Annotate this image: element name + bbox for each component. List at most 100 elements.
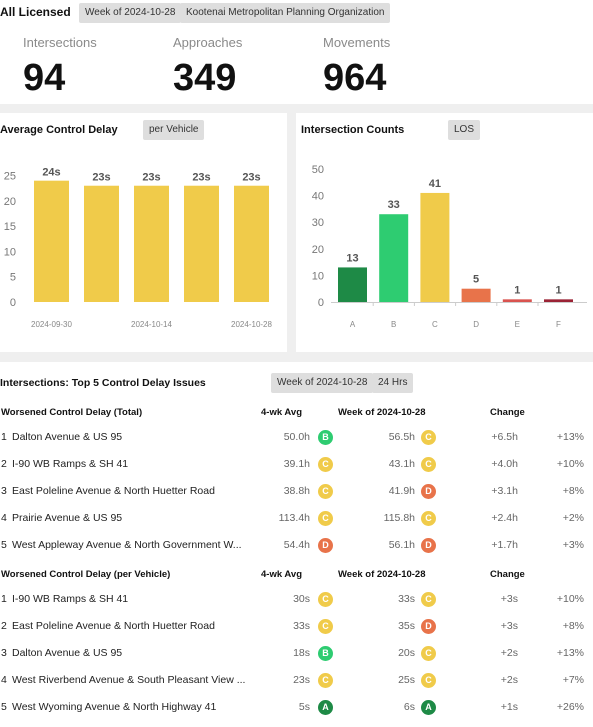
row-rank: 3 (1, 647, 7, 659)
los-grade-badge: D (318, 538, 333, 553)
table-header-cell: Worsened Control Delay (per Vehicle) (1, 569, 171, 580)
count-bar (338, 267, 367, 302)
kpi-movements-label: Movements (323, 35, 391, 50)
table-header-cell: Worsened Control Delay (Total) (1, 407, 143, 418)
row-change-value: +3s (500, 593, 518, 605)
row-avg-value: 30s (293, 593, 310, 605)
table-row[interactable]: 3 Dalton Avenue & US 95 18s 20s +2s +13% B C (0, 641, 593, 668)
row-rank: 5 (1, 539, 7, 551)
row-change-percent: +8% (562, 485, 584, 497)
table-row[interactable]: 1 Dalton Avenue & US 95 50.0h 56.5h +6.5h +13… (0, 425, 593, 452)
los-grade-badge: C (421, 511, 436, 526)
delay-chart-title: Average Control Delay (0, 124, 118, 136)
x-tick-label: D (473, 320, 479, 329)
row-week-value: 25s (398, 674, 415, 686)
delay-data-label: 23s (192, 172, 210, 184)
row-intersection-name: Dalton Avenue & US 95 (12, 647, 123, 659)
count-data-label: 1 (555, 284, 561, 296)
delay-bar (34, 180, 69, 302)
y-tick-label: 50 (312, 164, 324, 176)
table-row[interactable]: 4 Prairie Avenue & US 95 113.4h 115.8h +2.4h… (0, 506, 593, 533)
table-header-cell: Week of 2024-10-28 (338, 407, 426, 418)
row-week-value: 20s (398, 647, 415, 659)
row-week-value: 115.8h (383, 512, 415, 524)
row-change-percent: +10% (556, 458, 584, 470)
count-data-label: 5 (473, 274, 479, 286)
row-intersection-name: I-90 WB Ramps & SH 41 (12, 593, 129, 605)
x-tick-label: E (515, 320, 520, 329)
kpi-approaches-value: 349 (173, 57, 237, 99)
section-divider (0, 104, 593, 113)
table-row[interactable]: 5 West Wyoming Avenue & North Highway 41 5… (0, 695, 593, 722)
delay-bar (84, 185, 119, 302)
count-bar (502, 299, 532, 302)
week-filter-chip[interactable]: Week of 2024-10-28 (79, 3, 182, 23)
row-change-percent: +7% (562, 674, 584, 686)
top5-period-chip[interactable]: 24 Hrs (372, 373, 414, 393)
y-tick-label: 10 (4, 246, 16, 258)
row-change-percent: +2% (562, 512, 584, 524)
los-grade-badge: C (318, 511, 333, 526)
delay-bar (234, 185, 269, 302)
table-header-cell: Change (490, 569, 525, 580)
table-header-cell: Change (490, 407, 525, 418)
row-intersection-name: Dalton Avenue & US 95 (12, 431, 123, 443)
row-change-value: +2s (500, 647, 518, 659)
los-grade-badge: B (318, 430, 333, 445)
row-rank: 5 (1, 701, 7, 713)
table-row[interactable]: 3 East Poleline Avenue & North Huetter Ro… (0, 479, 593, 506)
row-week-value: 35s (398, 620, 415, 632)
los-chip[interactable]: LOS (448, 120, 481, 140)
count-data-label: 13 (346, 252, 358, 264)
row-rank: 2 (1, 620, 7, 632)
table-header-cell: Week of 2024-10-28 (338, 569, 426, 580)
row-avg-value: 5s (298, 701, 310, 713)
x-tick-label: C (432, 320, 438, 329)
los-grade-badge: C (421, 592, 436, 607)
count-bar (379, 214, 409, 302)
los-grade-badge: B (318, 646, 333, 661)
row-change-percent: +3% (562, 539, 584, 551)
row-change-value: +6.5h (491, 431, 518, 443)
kpi-intersections-label: Intersections (23, 35, 97, 50)
los-grade-badge: A (318, 700, 333, 715)
panel-divider (287, 113, 296, 353)
organization-filter-chip[interactable]: Kootenai Metropolitan Planning Organizat… (180, 3, 391, 23)
y-tick-label: 0 (10, 297, 16, 309)
y-tick-label: 5 (10, 272, 16, 284)
x-tick-label: F (556, 320, 561, 329)
row-rank: 4 (1, 512, 7, 524)
count-bar (461, 288, 491, 302)
x-tick-label: 2024-10-14 (131, 320, 172, 329)
table-row[interactable]: 2 I-90 WB Ramps & SH 41 39.1h 43.1h +4.0h +10… (0, 452, 593, 479)
table-row[interactable]: 2 East Poleline Avenue & North Huetter Ro… (0, 614, 593, 641)
counts-bar-chart: 0 10 20 30 40 50 13 A 33 B 41 C 5 D 1 E 1 F (312, 164, 587, 329)
per-vehicle-chip[interactable]: per Vehicle (143, 120, 205, 140)
los-grade-badge: C (318, 592, 333, 607)
delay-bar (184, 185, 219, 302)
top5-week-chip[interactable]: Week of 2024-10-28 (271, 373, 374, 393)
table-row[interactable]: 1 I-90 WB Ramps & SH 41 30s 33s +3s +10% C C (0, 587, 593, 614)
delay-data-label: 23s (242, 172, 260, 184)
row-week-value: 56.5h (388, 431, 415, 443)
x-tick-label: A (350, 320, 356, 329)
table-row[interactable]: 4 West Riverbend Avenue & South Pleasant … (0, 668, 593, 695)
row-week-value: 6s (403, 701, 415, 713)
los-grade-badge: C (421, 646, 436, 661)
row-avg-value: 33s (293, 620, 310, 632)
count-bar (420, 192, 450, 302)
table-header-cell: 4-wk Avg (261, 569, 303, 580)
counts-chart-title: Intersection Counts (301, 124, 405, 136)
y-tick-label: 30 (312, 217, 324, 229)
kpi-movements-value: 964 (323, 57, 387, 99)
row-rank: 4 (1, 674, 7, 686)
x-tick-label: 2024-10-28 (231, 320, 272, 329)
row-change-percent: +13% (556, 647, 584, 659)
row-intersection-name: I-90 WB Ramps & SH 41 (12, 458, 129, 470)
row-avg-value: 18s (293, 647, 310, 659)
row-avg-value: 54.4h (283, 539, 310, 551)
los-grade-badge: A (421, 700, 436, 715)
table-row[interactable]: 5 West Appleway Avenue & North Government… (0, 533, 593, 560)
y-tick-label: 0 (318, 297, 324, 309)
row-rank: 3 (1, 485, 7, 497)
